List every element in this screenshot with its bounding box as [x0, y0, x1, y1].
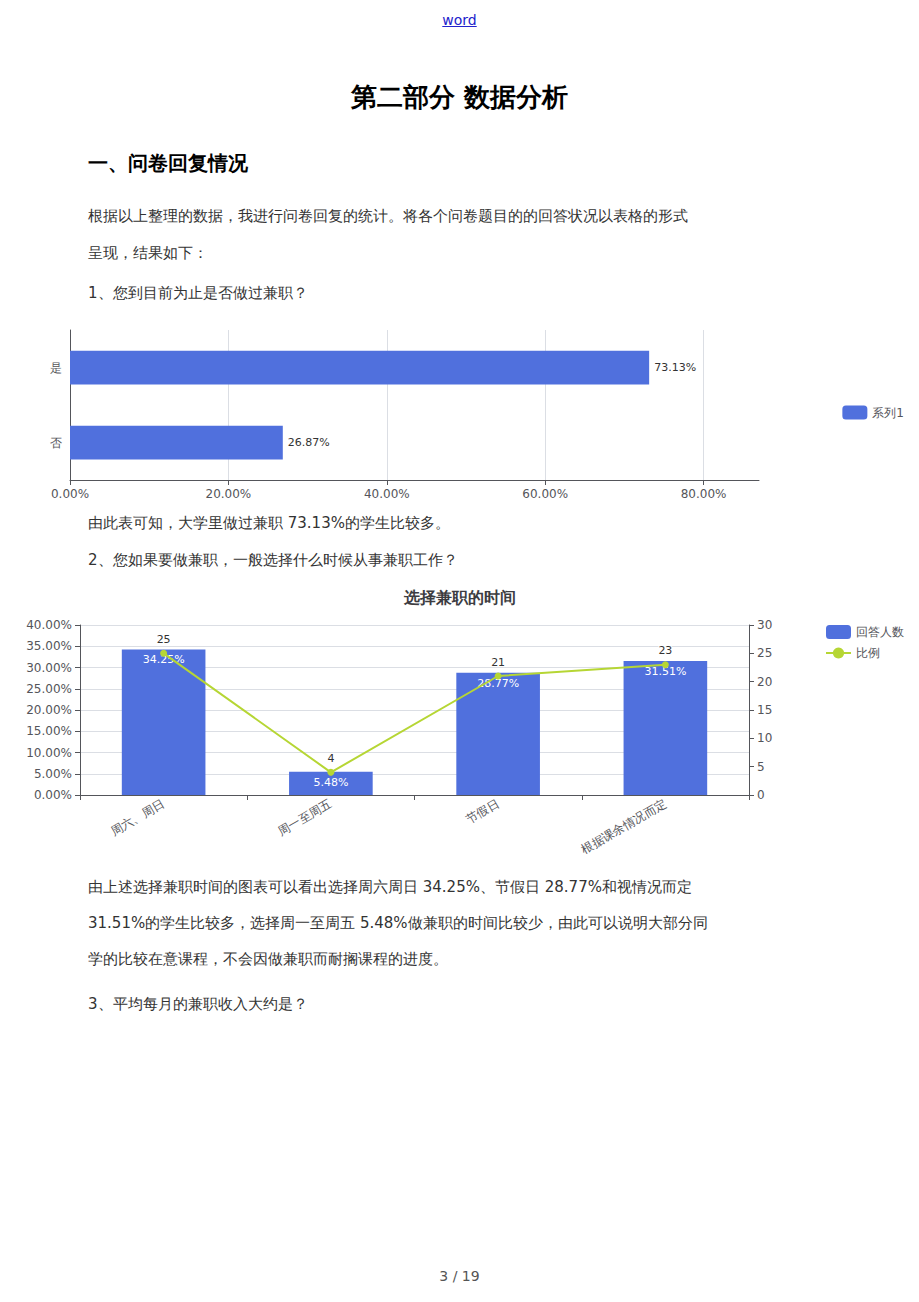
html-text:呈现，结果如下：: 呈现，结果如下：: [88, 244, 208, 262]
svg-text:0: 0: [757, 788, 765, 802]
svg-text:比例: 比例: [856, 646, 880, 660]
svg-text:73.13%: 73.13%: [654, 361, 696, 374]
svg-text:系列1: 系列1: [872, 406, 904, 420]
html-text:学的比较在意课程，不会因做兼职而耐搁课程的进度。: 学的比较在意课程，不会因做兼职而耐搁课程的进度。: [88, 950, 448, 968]
svg-text:25.00%: 25.00%: [26, 682, 72, 696]
html-text:由此表可知，大学里做过兼职 73.13%的学生比较多。: 由此表可知，大学里做过兼职 73.13%的学生比较多。: [88, 514, 450, 532]
svg-text:23: 23: [658, 644, 672, 657]
svg-text:30.00%: 30.00%: [26, 661, 72, 675]
html-text:3 / 19: 3 / 19: [439, 1268, 480, 1284]
svg-text:20.00%: 20.00%: [26, 703, 72, 717]
svg-text:选择兼职的时间: 选择兼职的时间: [403, 588, 516, 607]
svg-text:节假日: 节假日: [463, 797, 501, 827]
svg-text:40.00%: 40.00%: [26, 618, 72, 632]
html-text:31.51%的学生比较多，选择周一至周五 5.48%做兼职的: 31.51%的学生比较多，选择周一至周五 5.48%做兼职的时间比较少，由此可以…: [88, 914, 708, 932]
svg-text:31.51%: 31.51%: [644, 665, 687, 679]
svg-text:10.00%: 10.00%: [26, 746, 72, 760]
svg-text:34.25%: 34.25%: [142, 653, 185, 667]
svg-text:5.00%: 5.00%: [34, 767, 72, 781]
svg-text:5.48%: 5.48%: [313, 776, 348, 789]
svg-text:否: 否: [50, 436, 62, 450]
svg-text:30: 30: [757, 618, 772, 632]
svg-text:26.87%: 26.87%: [288, 436, 330, 449]
svg-text:周一至周五: 周一至周五: [275, 797, 334, 839]
svg-text:25: 25: [757, 646, 772, 660]
svg-text:0.00%: 0.00%: [51, 487, 89, 501]
svg-text:根据课余情况而定: 根据课余情况而定: [579, 797, 669, 857]
svg-text:80.00%: 80.00%: [681, 487, 727, 501]
svg-text:10: 10: [757, 731, 772, 745]
svg-text:35.00%: 35.00%: [26, 639, 72, 653]
svg-text:15: 15: [757, 703, 772, 717]
html-text:2、您如果要做兼职，一般选择什么时候从事兼职工作？: 2、您如果要做兼职，一般选择什么时候从事兼职工作？: [88, 551, 458, 569]
svg-text:25: 25: [157, 633, 171, 646]
html-text:word: word: [442, 12, 477, 28]
svg-text:0.00%: 0.00%: [34, 788, 72, 802]
svg-text:40.00%: 40.00%: [364, 487, 410, 501]
html-text:3、平均每月的兼职收入大约是？: 3、平均每月的兼职收入大约是？: [88, 995, 308, 1013]
svg-text:60.00%: 60.00%: [522, 487, 568, 501]
svg-text:21: 21: [491, 656, 505, 669]
svg-text:20: 20: [757, 675, 772, 689]
html-text:第二部分 数据分析: 第二部分 数据分析: [351, 82, 568, 112]
svg-text:28.77%: 28.77%: [477, 676, 520, 690]
svg-text:15.00%: 15.00%: [26, 724, 72, 738]
html-text:1、您到目前为止是否做过兼职？: 1、您到目前为止是否做过兼职？: [88, 284, 308, 302]
svg-text:回答人数: 回答人数: [856, 625, 904, 639]
svg-text:5: 5: [757, 760, 765, 774]
html-text:根据以上整理的数据，我进行问卷回复的统计。将各个问卷题目的的: 根据以上整理的数据，我进行问卷回复的统计。将各个问卷题目的的回答状况以表格的形式: [88, 207, 688, 225]
html-text:由上述选择兼职时间的图表可以看出选择周六周日 34.25%、: 由上述选择兼职时间的图表可以看出选择周六周日 34.25%、节假日 28.77%…: [88, 878, 692, 896]
svg-text:是: 是: [50, 361, 62, 375]
svg-text:20.00%: 20.00%: [206, 487, 252, 501]
svg-text:4: 4: [327, 752, 334, 765]
html-text:一、问卷回复情况: 一、问卷回复情况: [88, 151, 248, 175]
svg-text:周六、周日: 周六、周日: [108, 797, 167, 839]
